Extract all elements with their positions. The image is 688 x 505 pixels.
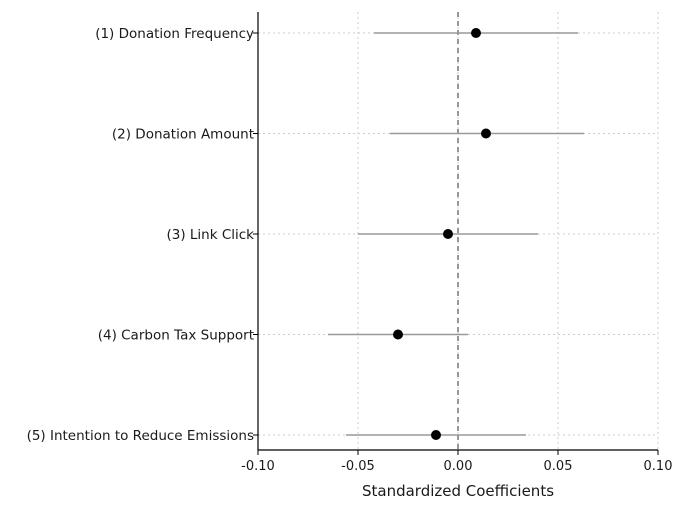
- x-tick-label: 0.00: [444, 459, 473, 474]
- category-label: (4) Carbon Tax Support: [98, 328, 254, 344]
- category-label: (1) Donation Frequency: [95, 26, 254, 42]
- mark-layer: [328, 28, 584, 440]
- x-tick-label: -0.05: [341, 459, 375, 474]
- x-axis-title: Standardized Coefficients: [362, 482, 554, 500]
- x-tick-label: 0.05: [544, 459, 573, 474]
- x-tick-layer: -0.10 -0.05 0.00 0.05 0.10: [241, 450, 672, 474]
- coefficient-point: [443, 229, 453, 239]
- coefficient-point: [393, 329, 403, 340]
- category-label: (2) Donation Amount: [112, 127, 254, 143]
- category-label: (5) Intention to Reduce Emissions: [27, 428, 254, 444]
- category-label: (3) Link Click: [166, 227, 254, 243]
- coefficient-point: [481, 128, 491, 139]
- x-tick-label: 0.10: [644, 459, 673, 474]
- x-tick-label: -0.10: [241, 459, 275, 474]
- coefficient-point: [431, 430, 441, 440]
- category-label-layer: (1) Donation Frequency (2) Donation Amoun…: [27, 26, 258, 444]
- coefficient-point: [471, 28, 481, 38]
- axis-layer: [257, 12, 658, 451]
